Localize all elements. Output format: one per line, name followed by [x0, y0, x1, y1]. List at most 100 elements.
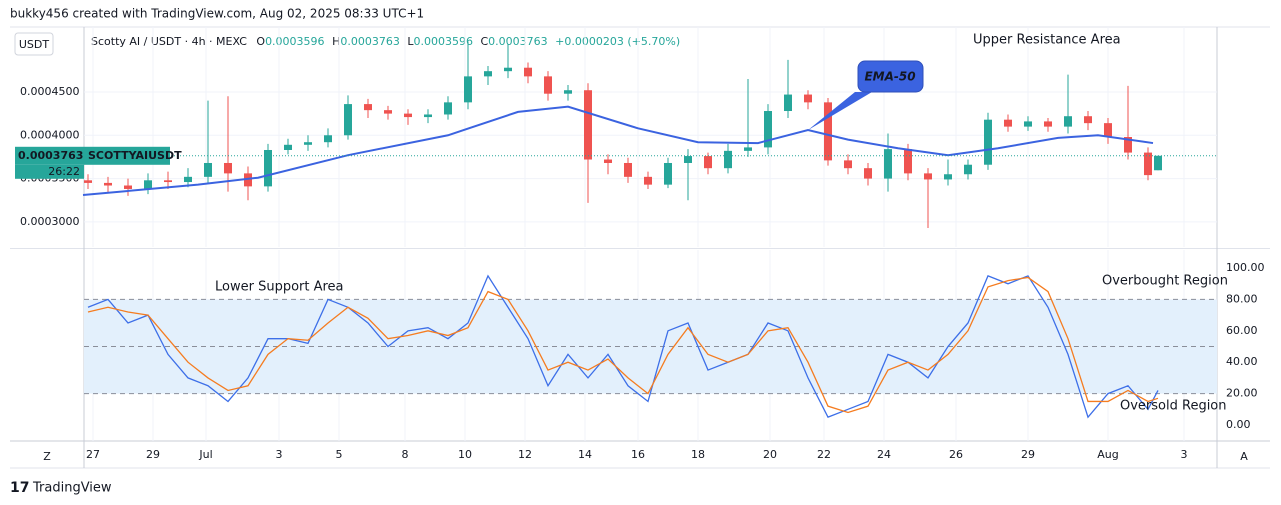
candle-body [524, 67, 532, 77]
candle-body [584, 90, 592, 160]
ema-callout-label: EMA-50 [864, 70, 915, 84]
annotation: Oversold Region [1120, 399, 1227, 414]
candle-body [284, 144, 292, 150]
candle-body [904, 149, 912, 174]
candle-body [1064, 116, 1072, 127]
x-tick-label: 27 [86, 448, 100, 461]
candle-body [544, 76, 552, 94]
last-price-label: 0.0003763 [18, 149, 83, 162]
x-tick-label: 29 [1021, 448, 1035, 461]
candle-body [504, 67, 512, 72]
legend-o-value: 0.0003596 [265, 35, 325, 48]
y-tick-label: 80.00 [1226, 292, 1258, 305]
candle-body [964, 164, 972, 175]
candle-body [1084, 116, 1092, 124]
x-tick-label: 18 [691, 448, 705, 461]
annotation: Overbought Region [1102, 274, 1228, 289]
y-tick-label: 0.0003000 [20, 215, 80, 228]
candle-body [1154, 155, 1162, 171]
x-tick-label: 14 [578, 448, 592, 461]
legend-c: C [480, 35, 488, 48]
candle-body [204, 162, 212, 177]
candle-body [1024, 121, 1032, 127]
candle-body [304, 142, 312, 145]
x-tick-label: 24 [877, 448, 891, 461]
candle-body [664, 162, 672, 185]
y-tick-label: 0.0004500 [20, 85, 80, 98]
candle-body [124, 185, 132, 189]
last-price-box [15, 146, 170, 165]
x-tick-label: 10 [458, 448, 472, 461]
legend-symbol: Scotty AI / USDT · 4h · MEXC [91, 35, 247, 48]
candle-body [764, 111, 772, 148]
candle-body [484, 71, 492, 77]
plot-layer: 27 29 Jul 3 5 8 10 12 14 16 18 20 22 24 26 29 Aug 3 0.0003… [10, 26, 1270, 469]
candle-body [264, 149, 272, 187]
candle-body [824, 102, 832, 161]
candle-body [984, 119, 992, 165]
x-tick-label: 3 [276, 448, 283, 461]
candle-body [404, 113, 412, 118]
brand-logo: 17 [10, 480, 29, 496]
countdown-label: 26:22 [48, 165, 80, 178]
y-tick-label: 20.00 [1226, 387, 1258, 400]
legend-l-value: 0.0003596 [413, 35, 473, 48]
x-tick-label: 29 [146, 448, 160, 461]
candle-body [144, 180, 152, 189]
line [87, 274, 1159, 419]
x-tick-label: 26 [949, 448, 963, 461]
annotation: Lower Support Area [215, 280, 344, 295]
candle-body [84, 180, 92, 183]
candle-body [564, 90, 572, 94]
legend: Scotty AI / USDT · 4h · MEXC O0.0003596 … [91, 35, 680, 48]
candle-body [1124, 137, 1132, 153]
x-tick-label: 16 [631, 448, 645, 461]
currency-label: USDT [19, 38, 50, 51]
candle-body [444, 102, 452, 115]
legend-h-value: 0.0003763 [340, 35, 400, 48]
x-tick-label: 12 [518, 448, 532, 461]
x-tick-label: Aug [1097, 448, 1118, 461]
x-tick-label: Jul [198, 448, 212, 461]
y-tick-label: 100.00 [1226, 261, 1265, 274]
candle-body [784, 94, 792, 112]
candle-body [884, 149, 892, 179]
candle-body [844, 160, 852, 169]
candle-body [384, 110, 392, 114]
candle-body [804, 94, 812, 103]
y-tick-label: 40.00 [1226, 355, 1258, 368]
currency-button[interactable] [14, 32, 54, 56]
candle-body [624, 162, 632, 177]
candle-body [344, 104, 352, 136]
legend-c-value: 0.0003763 [488, 35, 548, 48]
candle-body [684, 156, 692, 163]
auto-scale-button[interactable]: A [1240, 450, 1248, 463]
candle-body [924, 173, 932, 180]
x-tick-label: 3 [1181, 448, 1188, 461]
candle-body [164, 180, 172, 183]
candle-body [324, 135, 332, 143]
x-tick-label: 5 [336, 448, 343, 461]
x-tick-label: 8 [402, 448, 409, 461]
candle-body [364, 104, 372, 111]
zoom-button[interactable]: Z [43, 450, 51, 463]
y-tick-label: 0.00 [1226, 418, 1251, 431]
candle-body [1144, 152, 1152, 176]
ema-line [82, 105, 1154, 197]
candle-body [1044, 121, 1052, 127]
ema-callout [857, 60, 924, 93]
x-tick-label: 20 [763, 448, 777, 461]
candle-body [944, 174, 952, 180]
candle-body [104, 182, 112, 186]
ema-callout [808, 92, 872, 131]
candle-body [864, 168, 872, 179]
brand: TradingView [32, 481, 112, 496]
line [87, 276, 1159, 414]
x-tick-label: 22 [817, 448, 831, 461]
candle-body [464, 76, 472, 103]
candle-body [224, 162, 232, 174]
candle-body [1104, 123, 1112, 137]
band [84, 299, 1217, 394]
candle-body [244, 173, 252, 187]
